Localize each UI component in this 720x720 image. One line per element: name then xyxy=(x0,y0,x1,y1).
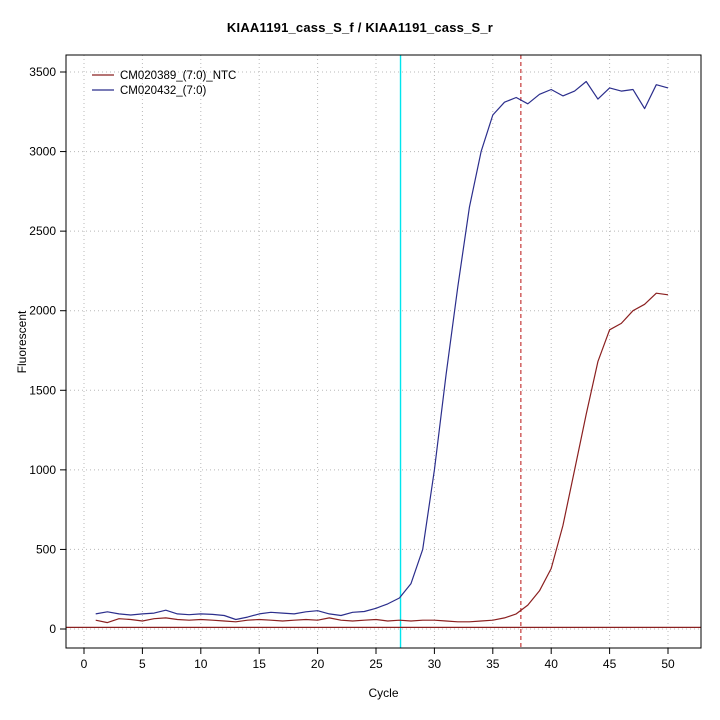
x-tick-label: 30 xyxy=(428,657,442,671)
x-tick-label: 50 xyxy=(661,657,675,671)
series-line-CM020432_(7:0) xyxy=(95,80,669,621)
axes: 0 5 10 15 20 25 30 35 40 45 5005001000150020002500… xyxy=(29,65,675,671)
y-tick-label: 2000 xyxy=(29,304,56,318)
grid xyxy=(66,55,701,648)
y-tick-label: 3500 xyxy=(29,65,56,79)
legend-label-CM020432_(7:0): CM020432_(7:0) xyxy=(120,85,206,97)
x-axis-label: Cycle xyxy=(368,686,399,700)
legend: CM020389_(7:0)_NTC CM020432_(7:0) xyxy=(92,70,236,97)
x-tick-label: 20 xyxy=(311,657,325,671)
legend-label-CM020389_(7:0)_NTC: CM020389_(7:0)_NTC xyxy=(120,70,236,82)
y-tick-label: 1000 xyxy=(29,463,56,477)
chart-title: KIAA1191_cass_S_f / KIAA1191_cass_S_r xyxy=(226,20,494,35)
x-tick-label: 45 xyxy=(603,657,617,671)
x-tick-label: 5 xyxy=(139,657,146,671)
x-tick-label: 40 xyxy=(545,657,559,671)
y-tick-label: 0 xyxy=(49,622,56,636)
y-tick-label: 1500 xyxy=(29,383,56,397)
plot-border xyxy=(65,54,702,649)
x-tick-label: 15 xyxy=(253,657,267,671)
y-tick-label: 2500 xyxy=(29,224,56,238)
y-tick-label: 500 xyxy=(36,542,56,556)
x-tick-label: 25 xyxy=(369,657,383,671)
y-tick-label: 3000 xyxy=(29,145,56,159)
series-line-CM020389_(7:0)_NTC xyxy=(95,292,669,624)
x-tick-label: 10 xyxy=(194,657,208,671)
y-axis-label: Fluorescent xyxy=(15,310,29,374)
x-tick-label: 0 xyxy=(81,657,88,671)
x-tick-label: 35 xyxy=(486,657,500,671)
